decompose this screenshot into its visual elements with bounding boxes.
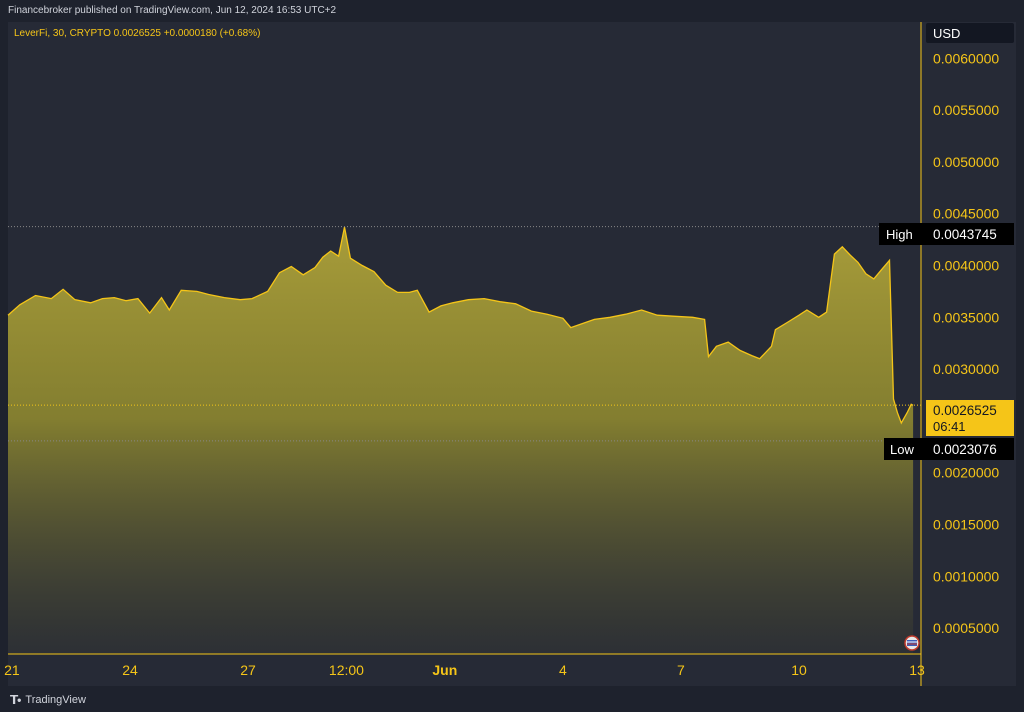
bar-countdown: 06:41 (933, 419, 966, 434)
footer-bar: 𝗧• TradingView (0, 686, 1024, 712)
price-tick-label: 0.0010000 (933, 568, 999, 584)
price-tick-label: 0.0005000 (933, 620, 999, 636)
time-tick-label: Jun (432, 662, 457, 678)
flag-icon[interactable] (904, 635, 920, 651)
high-value-box (926, 223, 1014, 245)
currency-box[interactable] (926, 23, 1014, 43)
time-tick-label: 21 (4, 662, 20, 678)
publish-header: Financebroker published on TradingView.c… (0, 0, 1024, 22)
price-tick-label: 0.0060000 (933, 50, 999, 66)
time-tick-label: 27 (240, 662, 256, 678)
price-line (7, 226, 914, 425)
high-low-lines (8, 226, 921, 442)
time-tick-label: 7 (677, 662, 685, 678)
price-axis[interactable]: 0.0005000 0.0010000 0.0015000 0.0020000 0.00… (933, 50, 999, 636)
price-tick-label: 0.0040000 (933, 257, 999, 273)
time-tick-label: 4 (559, 662, 567, 678)
price-tick-label: 0.0045000 (933, 206, 999, 222)
high-tag (879, 223, 926, 245)
price-tick-label: 0.0055000 (933, 102, 999, 118)
low-tag (884, 438, 926, 460)
high-value: 0.0043745 (933, 227, 997, 242)
price-tick-label: 0.0035000 (933, 309, 999, 325)
price-tick-label: 0.0015000 (933, 516, 999, 532)
tradingview-logo-icon: 𝗧• (10, 693, 21, 707)
publish-info: Financebroker published on TradingView.c… (8, 5, 337, 16)
currency-label: USD (933, 26, 960, 41)
low-value-box (926, 438, 1014, 460)
last-price-box (926, 400, 1014, 436)
high-label: High (886, 227, 913, 242)
time-tick-label: 13 (909, 662, 925, 678)
brand-name: TradingView (25, 694, 86, 706)
price-tick-label: 0.0020000 (933, 465, 999, 481)
low-label: Low (890, 442, 914, 457)
time-tick-label: 12:00 (329, 662, 364, 678)
time-axis[interactable]: 21 24 27 12:00 Jun 4 7 10 13 (4, 662, 925, 678)
price-area (8, 227, 914, 654)
time-tick-label: 24 (122, 662, 138, 678)
time-tick-label: 10 (791, 662, 807, 678)
last-price-value: 0.0026525 (933, 403, 997, 418)
low-value: 0.0023076 (933, 442, 997, 457)
price-tick-label: 0.0050000 (933, 154, 999, 170)
symbol-legend: LeverFi, 30, CRYPTO 0.0026525 +0.0000180… (14, 28, 260, 39)
tradingview-brand[interactable]: 𝗧• TradingView (10, 693, 86, 707)
price-tick-label: 0.0030000 (933, 361, 999, 377)
